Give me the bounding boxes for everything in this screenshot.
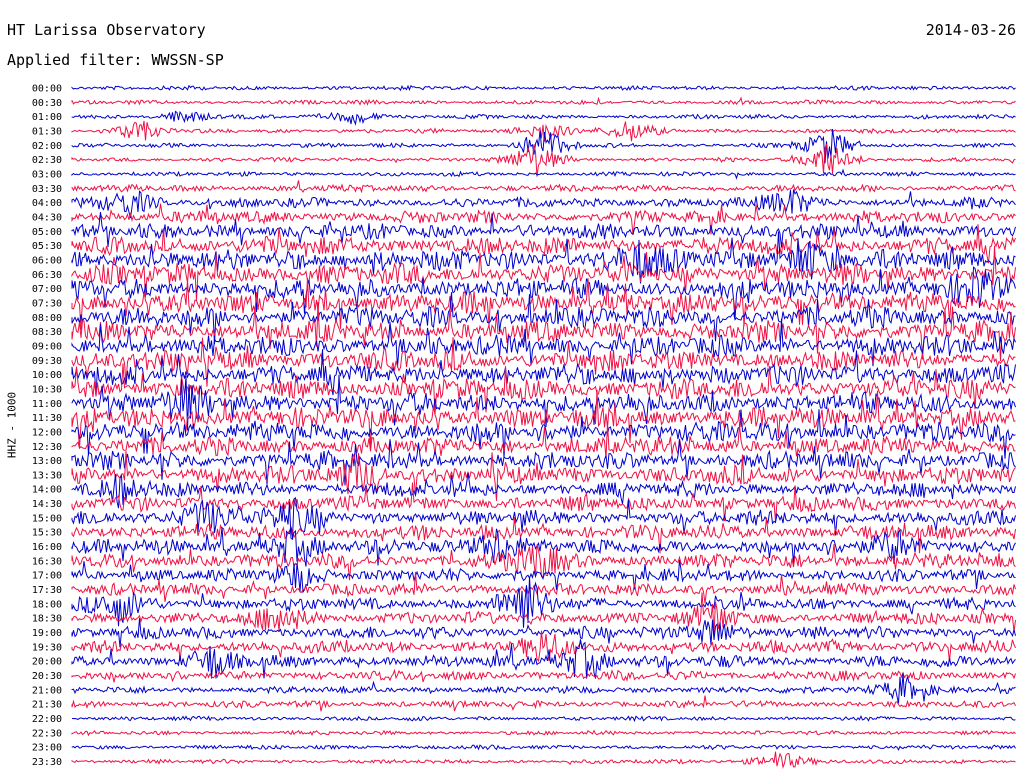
seismic-trace: [71, 618, 1016, 648]
seismic-trace: [71, 630, 1016, 663]
seismic-trace: [71, 211, 1016, 248]
row-time-label: 02:00: [32, 141, 62, 152]
row-time-label: 13:00: [32, 456, 62, 467]
row-time-label: 23:00: [32, 743, 62, 754]
seismic-trace: [71, 292, 1016, 345]
row-time-label: 22:30: [32, 728, 62, 739]
row-time-label: 21:30: [32, 700, 62, 711]
row-time-label: 23:30: [32, 757, 62, 768]
row-time-label: 01:30: [32, 126, 62, 137]
seismic-trace: [71, 695, 1016, 712]
seismic-trace: [71, 560, 1016, 594]
seismic-trace: [71, 96, 1016, 106]
row-time-label: 08:00: [32, 313, 62, 324]
seismic-trace: [71, 84, 1016, 92]
seismic-trace: [71, 729, 1016, 737]
seismic-trace: [71, 592, 1016, 634]
row-time-label: 05:30: [32, 241, 62, 252]
seismic-trace: [71, 482, 1016, 522]
row-time-label: 12:30: [32, 442, 62, 453]
seismic-trace: [71, 496, 1016, 541]
seismic-trace: [71, 389, 1016, 449]
row-time-label: 09:00: [32, 341, 62, 352]
row-time-label: 18:00: [32, 599, 62, 610]
row-time-label: 00:30: [32, 98, 62, 109]
seismic-trace: [71, 189, 1016, 219]
seismic-trace: [71, 120, 1016, 142]
seismic-trace: [71, 363, 1016, 415]
seismic-trace: [71, 439, 1016, 486]
seismic-trace: [71, 744, 1016, 751]
seismic-trace: [71, 571, 1016, 604]
seismic-trace: [71, 423, 1016, 459]
row-time-label: 10:30: [32, 384, 62, 395]
row-time-label: 19:00: [32, 628, 62, 639]
row-time-label: 02:30: [32, 155, 62, 166]
seismic-trace: [71, 576, 1016, 628]
row-time-label: 08:30: [32, 327, 62, 338]
seismic-trace: [71, 277, 1016, 330]
seismic-trace: [71, 668, 1016, 683]
row-time-label: 12:00: [32, 427, 62, 438]
seismic-trace: [71, 349, 1016, 397]
seismic-trace: [71, 245, 1016, 301]
row-time-label: 04:30: [32, 212, 62, 223]
row-time-label: 15:00: [32, 513, 62, 524]
seismic-trace: [71, 715, 1016, 723]
row-time-label: 07:30: [32, 298, 62, 309]
seismic-trace: [71, 473, 1016, 509]
row-time-label: 10:00: [32, 370, 62, 381]
seismic-trace: [71, 180, 1016, 194]
seismic-trace: [71, 451, 1016, 501]
row-time-label: 15:30: [32, 528, 62, 539]
row-time-label: 04:00: [32, 198, 62, 209]
seismic-trace: [71, 168, 1016, 180]
seismic-trace: [71, 129, 1016, 164]
seismic-trace: [71, 672, 1016, 704]
observatory-title: HT Larissa Observatory: [7, 21, 206, 39]
row-time-label: 11:00: [32, 399, 62, 410]
row-time-label: 22:00: [32, 714, 62, 725]
row-time-label: 11:30: [32, 413, 62, 424]
row-time-label: 14:00: [32, 485, 62, 496]
row-time-label: 05:00: [32, 227, 62, 238]
row-time-label: 14:30: [32, 499, 62, 510]
row-time-label: 06:30: [32, 270, 62, 281]
row-time-label: 03:30: [32, 184, 62, 195]
seismic-trace: [71, 143, 1016, 177]
row-time-label: 18:30: [32, 614, 62, 625]
row-time-label: 01:00: [32, 112, 62, 123]
seismic-trace: [71, 639, 1016, 679]
seismic-trace: [71, 337, 1016, 387]
row-time-label: 19:30: [32, 642, 62, 653]
seismic-trace: [71, 409, 1016, 459]
seismic-trace: [71, 751, 1016, 770]
seismic-trace: [71, 517, 1016, 554]
row-time-label: 20:30: [32, 671, 62, 682]
filter-label: Applied filter: WWSSN-SP: [7, 51, 224, 69]
row-time-label: 03:00: [32, 169, 62, 180]
seismic-trace: [71, 318, 1016, 368]
seismic-trace: [71, 231, 1016, 284]
seismic-trace: [71, 526, 1016, 567]
seismic-trace: [71, 302, 1016, 362]
row-time-label: 13:30: [32, 470, 62, 481]
row-time-label: 17:00: [32, 571, 62, 582]
seismic-trace: [71, 110, 1016, 126]
row-time-label: 17:30: [32, 585, 62, 596]
row-time-label: 09:30: [32, 356, 62, 367]
row-time-label: 16:30: [32, 556, 62, 567]
seismic-trace: [71, 224, 1016, 264]
seismic-trace: [71, 374, 1016, 431]
date-label: 2014-03-26: [925, 21, 1016, 39]
row-time-label: 21:00: [32, 685, 62, 696]
row-time-label: 00:00: [32, 84, 62, 95]
row-time-label: 16:00: [32, 542, 62, 553]
row-time-label: 20:00: [32, 657, 62, 668]
row-time-label: 06:00: [32, 255, 62, 266]
row-time-label: 07:00: [32, 284, 62, 295]
